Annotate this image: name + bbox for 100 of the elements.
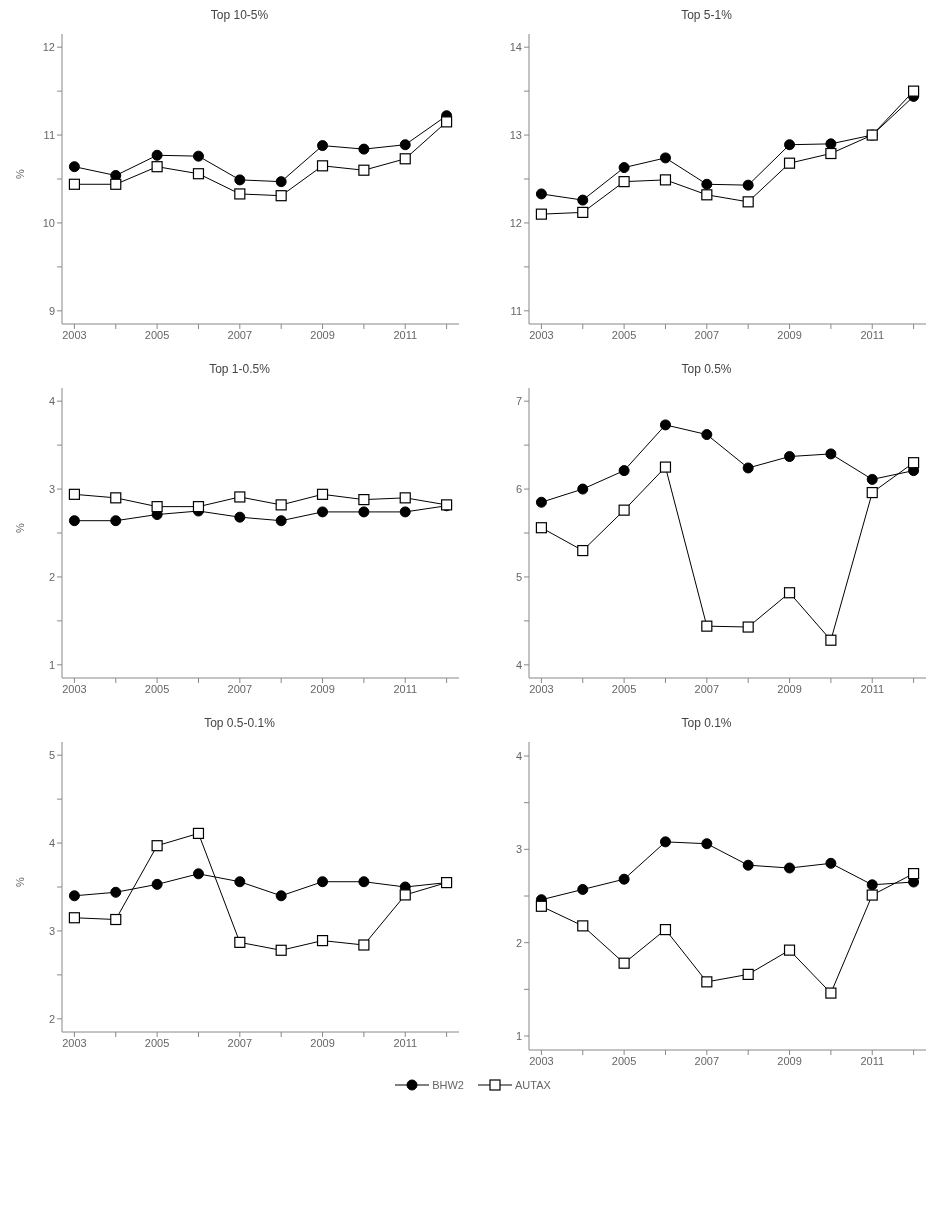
y-tick-label: 3 (48, 924, 55, 937)
point (659, 152, 671, 164)
point (316, 488, 329, 500)
point (358, 876, 370, 888)
point (234, 936, 246, 948)
point (701, 838, 713, 850)
y-tick-label: 4 (515, 749, 522, 762)
y-tick-label: 1 (48, 658, 55, 671)
point (742, 196, 754, 208)
y-axis-title: % (13, 877, 26, 887)
point (192, 868, 204, 880)
point (577, 883, 589, 895)
y-tick-label: 4 (48, 836, 55, 849)
point (234, 174, 246, 186)
point (618, 162, 630, 174)
point (577, 544, 589, 557)
point (440, 116, 453, 128)
x-tick-label: 2009 (777, 328, 802, 341)
point (783, 157, 796, 169)
point (784, 862, 796, 874)
y-tick-label: 3 (48, 482, 55, 495)
y-tick-label: 2 (515, 936, 522, 949)
y-tick-label: 12 (42, 41, 55, 54)
point (192, 168, 205, 180)
point (358, 143, 370, 155)
x-tick-label: 2005 (611, 328, 637, 341)
point (192, 150, 204, 162)
point (358, 506, 370, 518)
y-tick-label: 13 (509, 128, 522, 141)
point (701, 620, 713, 632)
point (701, 976, 713, 988)
y-tick-label: 2 (48, 570, 55, 583)
point (110, 178, 122, 190)
point (358, 939, 370, 951)
point (234, 876, 246, 888)
point (535, 496, 547, 508)
point (110, 169, 122, 181)
point (618, 957, 630, 969)
point (316, 160, 329, 172)
point (784, 139, 796, 151)
point (275, 890, 287, 902)
x-tick-label: 2005 (144, 328, 170, 341)
point (618, 873, 630, 885)
x-tick-label: 2005 (144, 1036, 170, 1049)
point (151, 840, 163, 852)
x-tick-label: 2007 (227, 682, 253, 695)
point (535, 522, 548, 534)
point (783, 587, 796, 599)
point (275, 176, 287, 188)
y-tick-label: 2 (48, 1012, 55, 1025)
point (151, 878, 163, 890)
point (234, 511, 246, 523)
point (907, 85, 920, 97)
point (358, 164, 370, 176)
x-tick-label: 2003 (62, 682, 87, 695)
point (535, 900, 548, 912)
point (659, 461, 672, 473)
point (275, 499, 287, 511)
point (825, 634, 837, 646)
y-tick-label: 6 (515, 482, 522, 495)
chart-title: Top 5-1% (680, 8, 733, 24)
point (742, 859, 754, 871)
point (659, 924, 672, 936)
x-tick-label: 2007 (694, 328, 720, 341)
point (618, 176, 630, 188)
point (742, 179, 754, 191)
point (68, 488, 81, 500)
point (825, 448, 837, 460)
y-tick-label: 4 (515, 658, 522, 671)
y-tick-label: 1 (515, 1029, 522, 1042)
point (234, 491, 246, 503)
point (317, 506, 329, 518)
chart-title: Top 10-5% (209, 8, 270, 24)
y-tick-label: 14 (509, 41, 522, 54)
x-tick-label: 2005 (611, 1054, 637, 1067)
point (742, 968, 754, 980)
legend-label: BHW2 (432, 1079, 464, 1091)
x-tick-label: 2007 (227, 328, 253, 341)
chart-title: Top 0.1% (680, 716, 733, 732)
x-tick-label: 2011 (860, 1054, 885, 1067)
x-tick-label: 2009 (310, 328, 335, 341)
x-tick-label: 2003 (529, 1054, 554, 1067)
x-tick-label: 2009 (310, 682, 335, 695)
point (192, 501, 205, 513)
x-tick-label: 2005 (144, 682, 170, 695)
point (659, 174, 672, 186)
x-tick-label: 2003 (529, 682, 554, 695)
point (399, 139, 411, 151)
point (742, 462, 754, 474)
y-axis-title: % (13, 523, 26, 533)
point (68, 515, 80, 527)
point (192, 827, 205, 839)
point (110, 515, 122, 527)
point (275, 944, 287, 956)
point (618, 504, 630, 516)
y-tick-label: 9 (48, 304, 55, 317)
y-tick-label: 5 (515, 570, 522, 583)
x-tick-label: 2009 (777, 1054, 802, 1067)
point (275, 515, 287, 527)
x-tick-label: 2007 (227, 1036, 253, 1049)
